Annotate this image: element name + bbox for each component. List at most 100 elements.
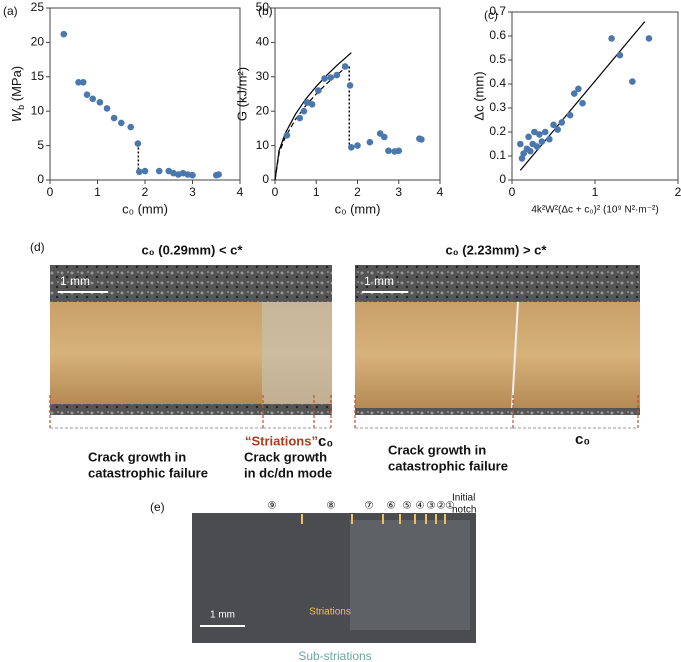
- c0-label: c₀: [318, 433, 333, 450]
- point: [110, 114, 118, 122]
- point: [541, 128, 549, 136]
- point: [616, 51, 624, 59]
- plot-frame: [511, 11, 679, 181]
- step-number: ⑨: [268, 501, 277, 512]
- caption: Crack growth in: [88, 449, 186, 464]
- striation-marks: [301, 514, 446, 524]
- y-tick-label: 30: [256, 69, 270, 83]
- point: [520, 150, 527, 157]
- fit-line: [274, 66, 348, 181]
- y-tick-label: 0.7: [489, 4, 506, 18]
- y-tick-label: 10: [31, 103, 45, 117]
- point: [570, 90, 578, 97]
- point: [83, 91, 91, 98]
- point: [348, 144, 355, 151]
- y-tick-label: 0.4: [489, 76, 506, 90]
- point: [327, 74, 334, 81]
- y-axis-label: Δc (mm): [471, 71, 486, 120]
- y-tick-label: 40: [256, 35, 270, 49]
- caption: in dc/dn mode: [244, 465, 332, 480]
- y-tick-label: 20: [256, 103, 270, 117]
- step-number: ⑧: [327, 501, 336, 512]
- sub-striations-label: Sub-striations: [298, 649, 371, 662]
- point: [134, 140, 142, 147]
- panel-label: (b): [258, 4, 273, 18]
- x-tick-label: 0: [47, 185, 54, 199]
- point: [75, 79, 82, 86]
- notch-label: notch: [452, 505, 476, 516]
- y-tick-label: 0.1: [489, 148, 506, 162]
- point: [333, 71, 341, 79]
- caption: Crack growth in: [388, 442, 486, 457]
- caption: Crack growth: [244, 449, 327, 464]
- caption: catastrophic failure: [388, 458, 508, 473]
- x-tick-label: 3: [395, 185, 402, 199]
- x-tick-label: 4: [437, 185, 444, 199]
- point: [300, 107, 308, 115]
- point: [303, 99, 311, 106]
- x-tick-label: 0: [272, 185, 279, 199]
- point: [558, 119, 566, 126]
- point: [546, 135, 553, 143]
- y-tick-label: 20: [31, 35, 45, 49]
- point: [155, 167, 163, 175]
- point: [127, 123, 135, 131]
- y-tick-label: 0.2: [489, 124, 506, 138]
- zone: [350, 520, 470, 630]
- point: [381, 133, 388, 141]
- label-part: (MPa): [9, 66, 24, 105]
- striation-zone: [262, 302, 332, 404]
- x-tick-label: 0: [509, 185, 516, 199]
- point: [117, 119, 125, 127]
- point: [550, 121, 557, 129]
- point: [395, 147, 403, 155]
- notch-label: Initial: [452, 493, 475, 504]
- y-tick-label: 5: [37, 138, 44, 152]
- point: [366, 138, 374, 146]
- y-tick-label: 25: [31, 0, 45, 14]
- y-axis-label: G (kJ/m²): [234, 67, 249, 121]
- point: [525, 133, 532, 141]
- y-tick-label: 15: [31, 69, 45, 83]
- step-number: ⑥: [387, 501, 396, 512]
- fit-line: [519, 21, 646, 171]
- step-number: ⑤: [403, 501, 412, 512]
- point: [354, 142, 361, 149]
- point: [608, 35, 615, 42]
- point: [60, 30, 68, 38]
- step-number: ⑦: [365, 501, 374, 512]
- caption: catastrophic failure: [88, 465, 208, 480]
- point: [533, 143, 541, 150]
- point: [141, 167, 149, 175]
- scale-label: 1 mm: [60, 274, 90, 288]
- point: [629, 78, 636, 85]
- plot-frame: [274, 7, 441, 181]
- panel-label: (c): [484, 8, 498, 22]
- step-number: ②: [437, 501, 446, 512]
- y-tick-label: 0: [262, 172, 269, 186]
- panel-label: (d): [30, 240, 45, 254]
- y-tick-label: 0.3: [489, 100, 506, 114]
- scale-label: 1 mm: [210, 610, 235, 621]
- point: [321, 75, 328, 82]
- y-tick-label: 10: [256, 138, 270, 152]
- striations-label: Striations: [309, 607, 351, 618]
- scale-label: 1 mm: [364, 274, 394, 288]
- x-tick-label: 1: [313, 185, 320, 199]
- point: [96, 98, 104, 106]
- point: [385, 147, 392, 155]
- point: [341, 63, 349, 70]
- markers: [49, 395, 639, 428]
- panel-label: (e): [150, 500, 165, 514]
- panel-label: (a): [3, 4, 18, 18]
- x-tick-label: 2: [675, 185, 681, 199]
- x-tick-label: 2: [354, 185, 361, 199]
- x-axis-label: 4k²W²(Δc + c₀)² (10⁹ N²·m⁻²): [531, 205, 658, 216]
- point: [579, 99, 586, 107]
- x-tick-label: 1: [94, 185, 101, 199]
- point: [283, 131, 291, 139]
- point: [315, 87, 322, 94]
- label-part: b: [16, 105, 26, 110]
- point: [531, 128, 538, 136]
